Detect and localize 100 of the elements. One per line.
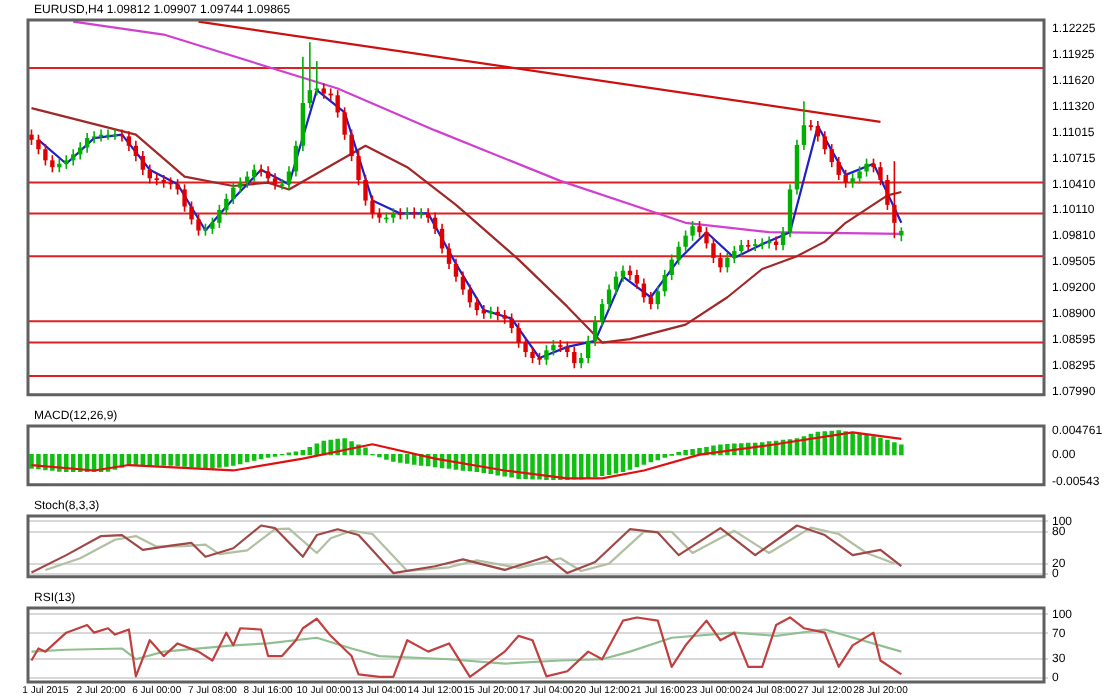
bar xyxy=(878,437,883,456)
candlestick xyxy=(356,150,361,186)
candlestick xyxy=(307,41,313,109)
candlestick xyxy=(182,183,187,213)
bar xyxy=(217,454,222,468)
bar xyxy=(523,454,528,480)
bar xyxy=(530,454,535,480)
candlestick xyxy=(509,312,514,334)
candlestick xyxy=(363,174,368,207)
bar xyxy=(196,454,201,468)
bar xyxy=(857,433,862,456)
candlestick xyxy=(286,165,292,191)
candlestick xyxy=(808,119,814,132)
candlestick xyxy=(794,139,800,196)
bar xyxy=(829,430,835,456)
bar xyxy=(864,434,869,456)
bar xyxy=(850,432,855,456)
candlestick xyxy=(572,346,577,370)
bar xyxy=(363,447,368,456)
bar xyxy=(398,454,403,463)
bar xyxy=(565,454,570,481)
candlestick xyxy=(189,200,194,226)
candlestick xyxy=(84,132,90,154)
bar xyxy=(551,454,556,481)
candlestick xyxy=(36,133,41,156)
candlestick xyxy=(885,174,890,211)
candlestick xyxy=(460,270,466,296)
candlestick xyxy=(704,226,709,250)
bar xyxy=(210,454,215,469)
bar xyxy=(237,454,243,465)
bar xyxy=(843,431,848,456)
bar xyxy=(885,439,890,456)
candlestick xyxy=(43,143,48,167)
candlestick xyxy=(787,183,793,239)
candlestick xyxy=(836,156,841,181)
candlestick xyxy=(801,100,807,151)
bar xyxy=(175,454,180,467)
candlestick xyxy=(481,304,487,320)
bar xyxy=(391,454,396,462)
candlestick xyxy=(822,130,827,156)
candlestick xyxy=(655,285,660,311)
candlestick xyxy=(349,128,354,162)
bar xyxy=(154,454,159,466)
candlestick xyxy=(140,150,146,176)
bar xyxy=(683,450,688,456)
candlestick xyxy=(599,298,605,328)
bar xyxy=(871,436,876,456)
candlestick xyxy=(613,270,619,296)
candlestick xyxy=(780,226,786,251)
candlestick xyxy=(829,143,834,168)
bar xyxy=(251,454,257,461)
bar xyxy=(537,454,542,480)
candlestick xyxy=(488,305,493,320)
candlestick xyxy=(711,237,716,264)
candlestick xyxy=(759,237,765,251)
bar xyxy=(572,454,577,480)
candlestick xyxy=(342,106,347,141)
candlestick xyxy=(878,161,883,186)
candlestick xyxy=(592,315,598,347)
bar xyxy=(161,454,166,466)
candlestick xyxy=(91,130,97,145)
candlestick xyxy=(690,220,695,242)
bar xyxy=(558,454,563,481)
bar xyxy=(203,454,208,469)
bar xyxy=(627,454,633,470)
bar xyxy=(613,454,619,474)
candlestick xyxy=(231,181,236,205)
bar xyxy=(189,454,194,468)
candlestick xyxy=(718,251,723,274)
bar xyxy=(168,454,173,466)
bar xyxy=(224,454,229,467)
candlestick xyxy=(196,213,201,237)
bar xyxy=(231,454,236,466)
candlestick xyxy=(544,344,549,366)
bar xyxy=(899,444,904,456)
bar xyxy=(836,430,841,456)
bar xyxy=(892,442,897,456)
candlestick xyxy=(446,242,452,270)
candlestick xyxy=(335,89,340,119)
candlestick xyxy=(217,204,222,229)
candlestick xyxy=(453,257,459,283)
bar xyxy=(405,454,410,464)
candlestick xyxy=(523,336,528,358)
candlestick xyxy=(279,178,285,191)
candlestick xyxy=(725,251,730,274)
candlestick xyxy=(683,229,688,253)
candlestick xyxy=(585,334,591,364)
candlestick xyxy=(753,238,758,252)
candlestick xyxy=(432,211,438,235)
candlestick xyxy=(516,322,521,349)
candlestick xyxy=(892,160,897,240)
bar xyxy=(641,454,647,465)
bar xyxy=(690,449,695,456)
bar xyxy=(182,454,187,467)
candlestick xyxy=(634,269,640,290)
candlestick xyxy=(676,240,681,266)
candlestick xyxy=(300,56,306,152)
candlestick xyxy=(370,194,375,220)
bar xyxy=(516,454,521,480)
candlestick xyxy=(64,154,69,170)
